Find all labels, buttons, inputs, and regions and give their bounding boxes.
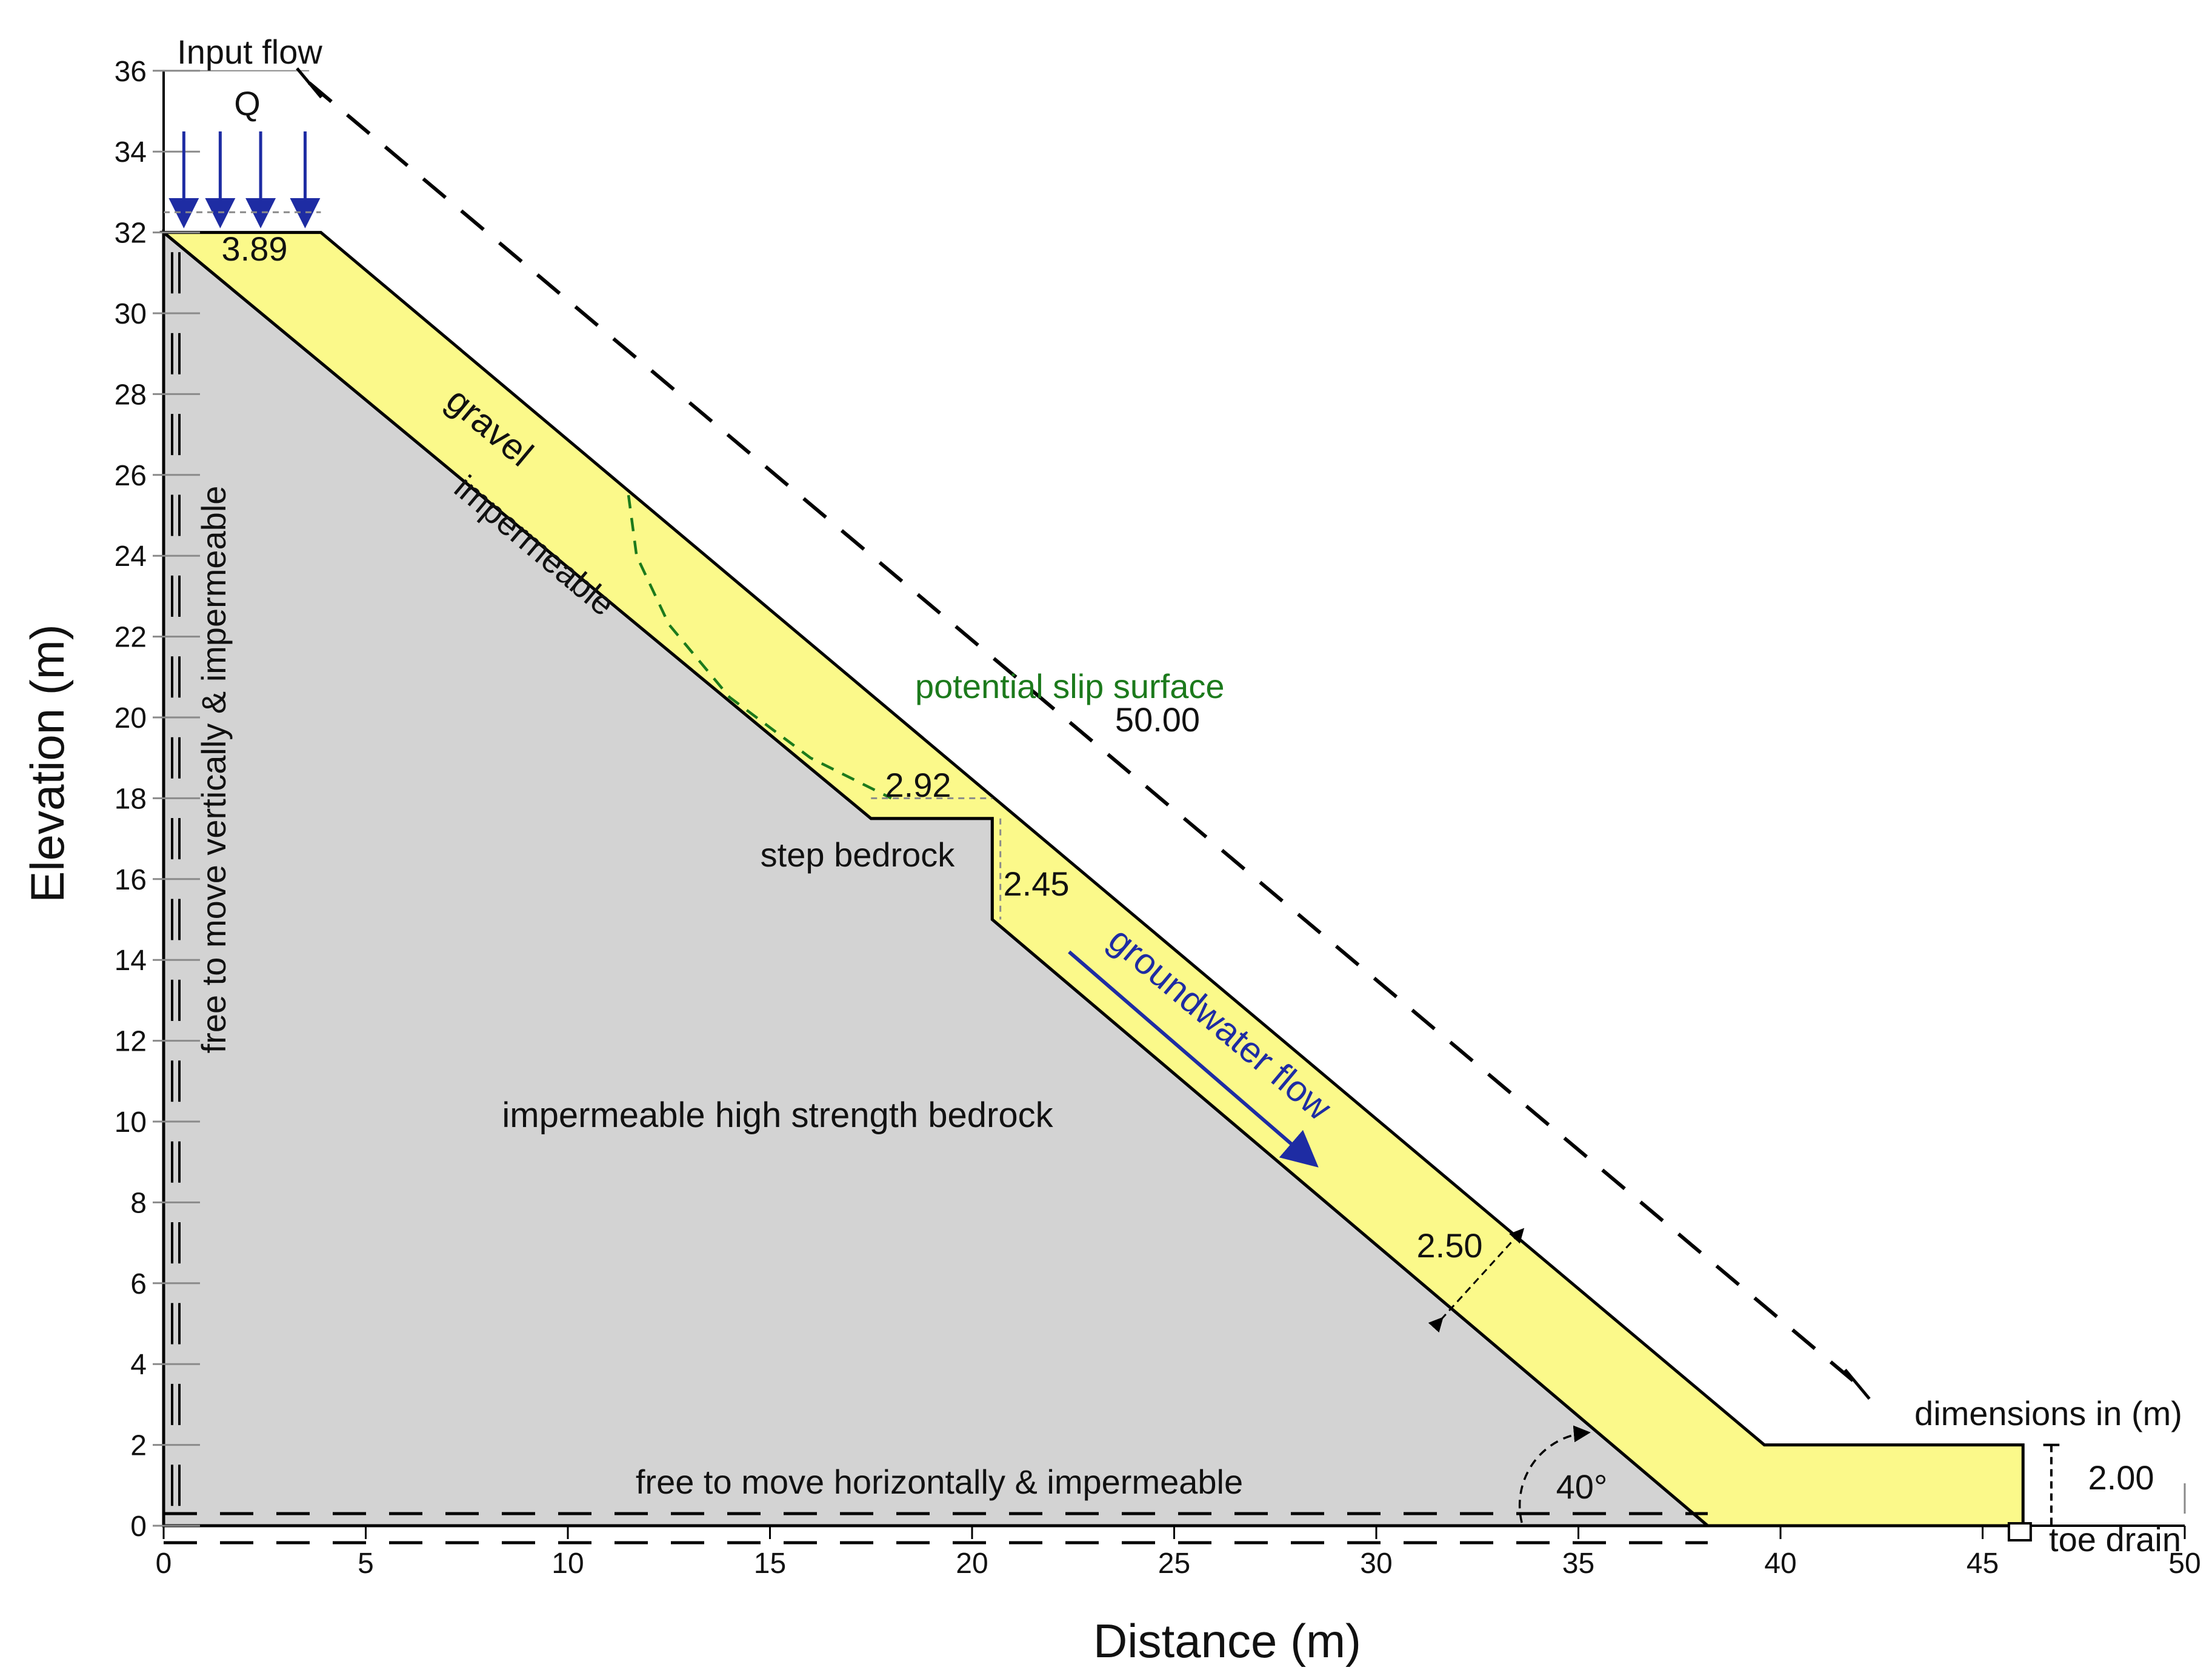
bottom-boundary-label: free to move horizontally & impermeable [636,1463,1243,1501]
y-tick-label: 4 [130,1349,147,1381]
dimension-marks [871,797,2060,1526]
slope-length-endcaps [296,67,1871,1400]
y-tick-label: 10 [115,1106,147,1139]
y-tick-label: 30 [115,298,147,330]
bedrock-label: impermeable high strength bedrock [502,1096,1053,1135]
x-tick-label: 5 [358,1548,374,1580]
length-endcap [296,67,323,99]
y-tick-label: 34 [115,136,147,168]
y-tick-label: 14 [115,945,147,977]
y-tick-label: 28 [115,379,147,411]
y-tick-label: 12 [115,1026,147,1058]
x-tick-label: 40 [1764,1548,1796,1580]
dim-slope-length: 50.00 [1115,700,1200,739]
y-tick-label: 36 [115,56,147,88]
x-tick-label: 0 [156,1548,172,1580]
x-axis: 0 5 10 15 20 25 30 35 40 45 50 [156,1525,2201,1580]
dim-step-height: 2.45 [1004,865,1070,903]
x-tick-label: 30 [1360,1548,1392,1580]
y-tick-label: 16 [115,864,147,896]
length-endcap [1844,1368,1871,1400]
bedrock-region [162,229,1712,1528]
groundwater-flow-arrow [1068,950,1319,1168]
potential-slip-surface [627,494,892,800]
bottom-boundary-rollers [164,1512,1708,1545]
toe-drain-label: toe drain [2049,1520,2181,1558]
slope-angle-label: 40° [1556,1468,1608,1506]
x-tick-label: 15 [754,1548,786,1580]
x-axis-title: Distance (m) [1093,1614,1361,1668]
x-tick-label: 25 [1158,1548,1190,1580]
dimensions-note: dimensions in (m) [1914,1394,2182,1432]
y-axis-title: Elevation (m) [21,624,74,902]
left-boundary-label: free to move vertically & impermeable [195,486,233,1054]
left-boundary-rollers [171,252,181,1506]
y-tick-label: 2 [130,1430,147,1462]
dim-layer-thickness: 2.50 [1417,1226,1483,1265]
y-tick-label: 20 [115,702,147,734]
slip-surface-label: potential slip surface [915,667,1225,705]
y-tick-label: 26 [115,460,147,492]
y-tick-label: 32 [115,218,147,250]
x-tick-label: 10 [551,1548,584,1580]
thickness-dim [1428,1228,1525,1333]
slope-length-line [308,81,1859,1386]
input-flow-arrows [164,131,321,228]
x-tick-label: 35 [1562,1548,1594,1580]
q-label: Q [234,84,261,122]
x-tick-label: 20 [956,1548,988,1580]
dim-toe-height: 2.00 [2088,1458,2154,1497]
toe-drain [2007,1522,2032,1541]
input-flow-label: Input flow [177,33,322,71]
x-tick-label: 45 [1967,1548,1999,1580]
x-tick-label: 50 [2168,1548,2200,1580]
step-bedrock-label: step bedrock [761,836,956,874]
dim-step-width: 2.92 [885,766,951,804]
y-tick-label: 22 [115,622,147,654]
y-tick-label: 18 [115,783,147,815]
y-tick-label: 0 [130,1511,147,1543]
slope-angle-arc [1518,1425,1591,1523]
y-tick-label: 24 [115,540,147,573]
y-tick-label: 6 [130,1268,147,1300]
y-tick-label: 8 [130,1187,147,1219]
dim-top-width: 3.89 [222,230,288,268]
